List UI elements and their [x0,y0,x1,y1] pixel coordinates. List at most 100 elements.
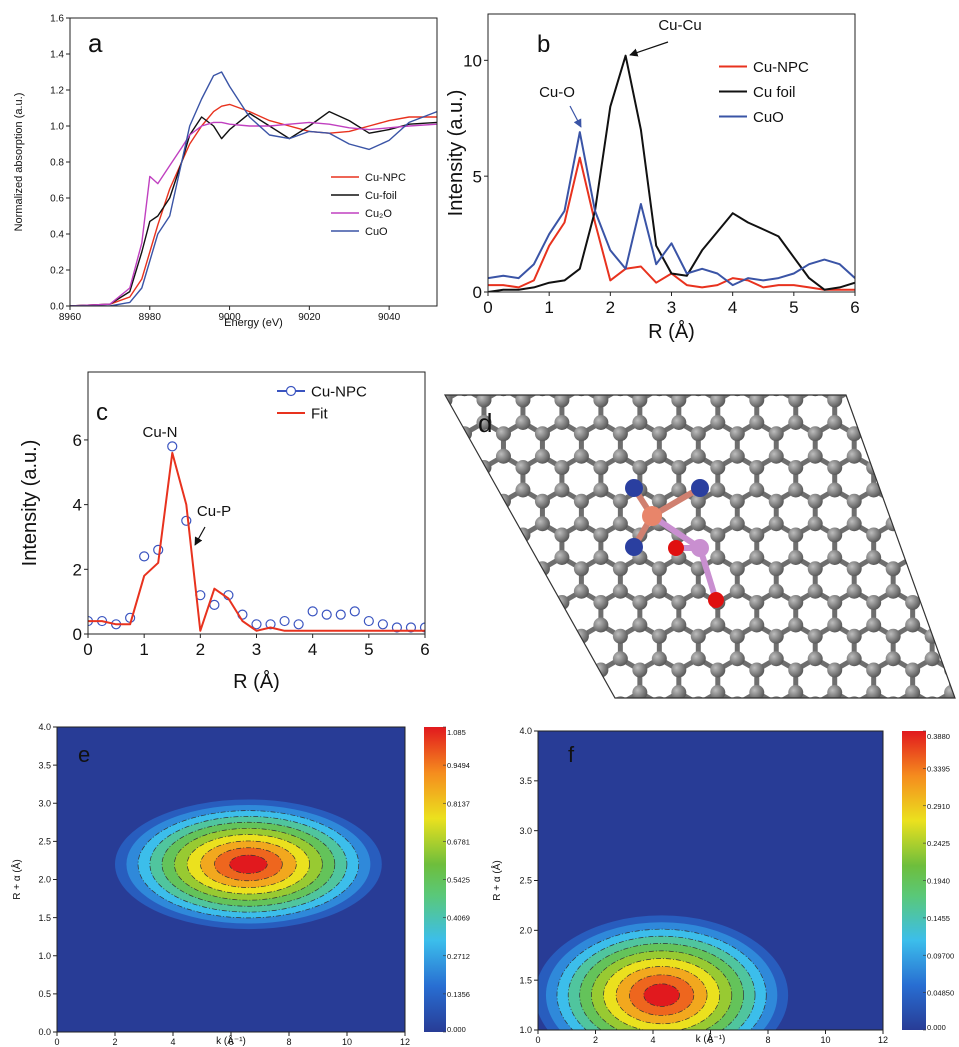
carbon-atom [925,359,940,374]
bond [913,456,932,467]
carbon-atom [710,528,725,543]
bond [952,524,959,535]
carbon-atom [944,888,959,903]
carbon-atom [418,449,433,464]
bond [406,490,425,501]
carbon-atom [886,494,901,509]
carbon-atom [847,449,862,464]
x-tick-label: 2 [196,640,205,659]
x-tick-label: 4 [728,298,737,317]
carbon-atom [769,561,784,576]
carbon-atom [457,561,472,576]
colorbar-tick-label: 0.4069 [447,914,470,923]
bond [932,456,951,467]
bond [932,861,951,872]
carbon-atom [457,584,472,599]
bond [406,423,425,434]
x-tick-label: 5 [364,640,373,659]
bond [952,591,959,602]
bond [932,558,951,569]
carbon-atom [749,618,764,633]
y-tick-label: 1.0 [38,951,51,961]
carbon-atom [418,584,433,599]
carbon-atom [574,696,589,711]
bond [952,423,959,434]
bond [426,558,445,569]
data-point [350,607,359,616]
colorbar-tick-label: 0.1455 [927,914,950,923]
carbon-atom [476,483,491,498]
carbon-atom [438,483,453,498]
colorbar-tick-label: 0.04850 [927,989,954,998]
carbon-atom [476,730,491,745]
bond [659,355,678,366]
bond [757,355,776,366]
chart-panel: 0.0000.048500.097000.14550.19400.24250.2… [490,726,954,1047]
carbon-atom [574,584,589,599]
x-axis-label: Energy (eV) [224,317,283,329]
bond [426,389,445,400]
carbon-atom [944,528,959,543]
carbon-atom [769,629,784,644]
carbon-atom [438,460,453,475]
data-point [168,442,177,451]
carbon-atom [438,595,453,610]
bond [503,625,522,636]
carbon-atom [438,550,453,565]
x-tick-label: 4 [308,640,317,659]
carbon-atom [535,494,550,509]
carbon-atom [613,426,628,441]
carbon-atom [496,426,511,441]
carbon-atom [769,381,784,396]
legend-label: CuO [365,226,388,238]
bond [542,659,561,670]
carbon-atom [905,483,920,498]
bond [484,524,503,535]
carbon-atom [476,753,491,768]
bond [484,828,503,839]
bond [932,355,951,366]
x-tick-label: 2 [593,1035,598,1045]
carbon-atom [808,629,823,644]
carbon-atom [457,899,472,914]
data-point [336,610,345,619]
carbon-atom [925,629,940,644]
colorbar [424,727,446,1032]
carbon-atom [905,460,920,475]
bond [426,659,445,670]
chart-panel: Cu-NPCFitCu-NCu-P01234560246R (Å)Intensi… [19,372,430,693]
carbon-atom [749,550,764,565]
carbon-atom [496,764,511,779]
carbon-atom [769,494,784,509]
legend-marker [287,387,296,396]
carbon-atom [808,516,823,531]
carbon-atom [593,663,608,678]
carbon-atom [925,651,940,666]
x-tick-label: 4 [650,1035,655,1045]
carbon-atom [749,483,764,498]
bond [445,693,464,704]
carbon-atom [613,449,628,464]
bond [893,490,912,501]
bond [484,355,503,366]
carbon-atom [827,415,842,430]
carbon-atom [905,393,920,408]
carbon-atom [730,516,745,531]
carbon-atom [457,381,472,396]
panel-label: e [78,742,90,767]
bond [952,490,959,501]
bond [464,355,483,366]
carbon-atom [652,651,667,666]
carbon-atom [925,786,940,801]
bond [503,895,522,906]
bond [601,355,620,366]
annotation: Cu-N [142,424,177,441]
carbon-atom [691,381,706,396]
carbon-atom [593,483,608,498]
contour-peak [644,984,680,1007]
carbon-atom [808,561,823,576]
data-point [140,552,149,561]
active-site [625,479,724,608]
y-tick-label: 2.0 [519,926,532,936]
carbon-atom [847,381,862,396]
